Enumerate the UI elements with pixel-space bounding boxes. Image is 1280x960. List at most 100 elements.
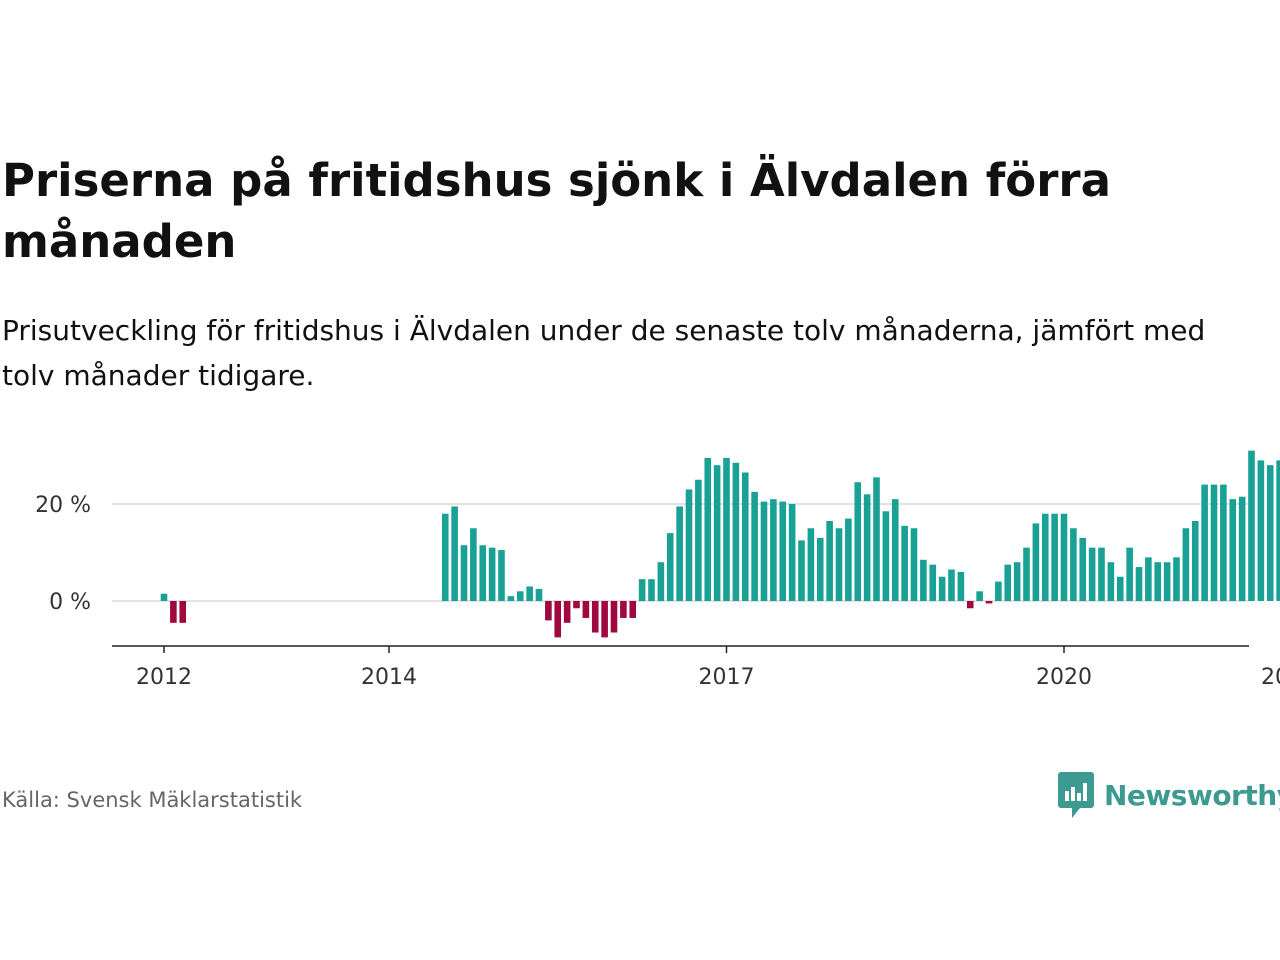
bar-2016-06 (657, 562, 665, 601)
y-tick-label: 20 % (35, 493, 91, 518)
newsworthy-logo-icon (1058, 772, 1094, 818)
bar-2021-06 (1220, 484, 1227, 601)
bar-2016-04 (638, 579, 646, 601)
bar-2018-12 (938, 576, 946, 601)
bar-2019-06 (995, 581, 1002, 601)
bar-2019-01 (948, 569, 955, 601)
bar-2021-04 (1201, 484, 1208, 601)
bar-2016-10 (695, 479, 702, 601)
bar-2016-01 (610, 601, 618, 633)
bar-2019-02 (957, 571, 965, 601)
bar-2015-05 (535, 588, 543, 602)
bar-2016-03 (629, 601, 637, 618)
bar-2020-08 (1126, 547, 1133, 601)
bar-2020-04 (1088, 547, 1096, 601)
bar-2020-03 (1079, 537, 1087, 601)
x-tick-label: 2017 (699, 665, 755, 690)
bar-2012-02 (170, 601, 177, 623)
bar-2017-10 (807, 528, 815, 601)
bar-2020-11 (1154, 562, 1162, 601)
bar-2017-02 (732, 462, 740, 601)
bar-2016-02 (620, 601, 627, 618)
bar-2017-11 (816, 537, 824, 601)
bar-2015-01 (498, 550, 505, 601)
bar-2015-09 (573, 601, 580, 609)
bar-2018-05 (873, 477, 880, 601)
bar-2017-09 (798, 540, 805, 601)
bar-2018-11 (929, 564, 937, 602)
bar-2020-12 (1163, 562, 1171, 601)
bar-2018-06 (882, 511, 890, 601)
source-note: Källa: Svensk Mäklarstatistik (2, 788, 303, 812)
chart-title: Priserna på fritidshus sjönk i Älvdalen … (2, 154, 1111, 268)
bar-2017-06 (770, 499, 777, 601)
bar-2017-12 (826, 520, 833, 601)
bar-2018-08 (901, 525, 908, 601)
bar-2014-12 (488, 547, 496, 601)
chart-subtitle: Prisutveckling för fritidshus i Älvdalen… (2, 314, 1206, 392)
bar-2012-01 (160, 593, 168, 601)
bar-2021-01 (1173, 557, 1180, 601)
bar-2014-09 (460, 545, 468, 601)
bar-2015-08 (563, 601, 571, 623)
bar-2019-10 (1032, 523, 1040, 601)
x-tick-label: 2022 (1261, 665, 1280, 690)
bar-2021-10 (1257, 460, 1265, 601)
bar-2020-06 (1107, 562, 1115, 601)
bar-2019-12 (1051, 513, 1058, 601)
x-tick-label: 2012 (136, 665, 192, 690)
bar-2015-12 (601, 601, 608, 638)
bar-2014-11 (479, 545, 487, 601)
bar-2016-12 (713, 465, 721, 601)
bar-2018-02 (845, 518, 852, 601)
bar-2019-09 (1023, 547, 1030, 601)
bar-2017-05 (760, 501, 768, 601)
x-axis (112, 645, 1249, 653)
bar-2014-07 (441, 513, 449, 601)
bar-2015-04 (526, 586, 533, 601)
bars (160, 450, 1280, 638)
bar-2021-08 (1238, 496, 1246, 601)
bar-2016-09 (685, 489, 693, 601)
bar-2020-02 (1070, 528, 1077, 601)
bar-2016-05 (648, 579, 655, 601)
bar-2014-10 (470, 528, 477, 601)
bar-2017-03 (741, 472, 749, 601)
bar-2018-09 (910, 528, 918, 601)
newsworthy-brand: Newsworthy (1058, 772, 1280, 818)
bar-2019-08 (1013, 562, 1021, 601)
bar-2019-04 (976, 591, 983, 601)
y-tick-label: 0 % (49, 590, 91, 615)
newsworthy-wordmark: Newsworthy (1104, 778, 1280, 812)
bar-2020-01 (1060, 513, 1068, 601)
bar-2018-10 (920, 559, 927, 601)
bar-2019-03 (966, 601, 974, 609)
bar-2018-07 (891, 499, 899, 601)
x-tick-label: 2014 (361, 665, 417, 690)
bar-2015-07 (554, 601, 562, 638)
bar-2015-10 (582, 601, 590, 618)
bar-2014-08 (451, 506, 458, 601)
bar-2021-05 (1210, 484, 1218, 601)
bar-2015-03 (516, 591, 524, 601)
bar-2012-03 (179, 601, 187, 623)
bar-2018-01 (835, 528, 843, 601)
bar-2018-03 (854, 482, 862, 601)
bar-2021-07 (1229, 499, 1237, 601)
bar-2019-11 (1041, 513, 1049, 601)
bar-2017-04 (751, 491, 758, 601)
labels: 0 %20 %20122014201720202022−1 % (35, 493, 1280, 690)
bar-2018-04 (863, 494, 871, 601)
x-tick-label: 2020 (1036, 665, 1092, 690)
bar-2020-05 (1098, 547, 1105, 601)
bar-2021-02 (1182, 528, 1190, 601)
bar-2020-10 (1145, 557, 1152, 601)
bar-2015-02 (507, 596, 515, 601)
bar-2021-03 (1191, 520, 1199, 601)
bar-2021-11 (1266, 465, 1274, 601)
bar-2016-07 (666, 533, 674, 601)
bar-2017-07 (779, 501, 787, 601)
bar-2019-05 (985, 601, 993, 604)
bar-2020-09 (1135, 567, 1143, 601)
bar-2017-08 (788, 504, 796, 601)
